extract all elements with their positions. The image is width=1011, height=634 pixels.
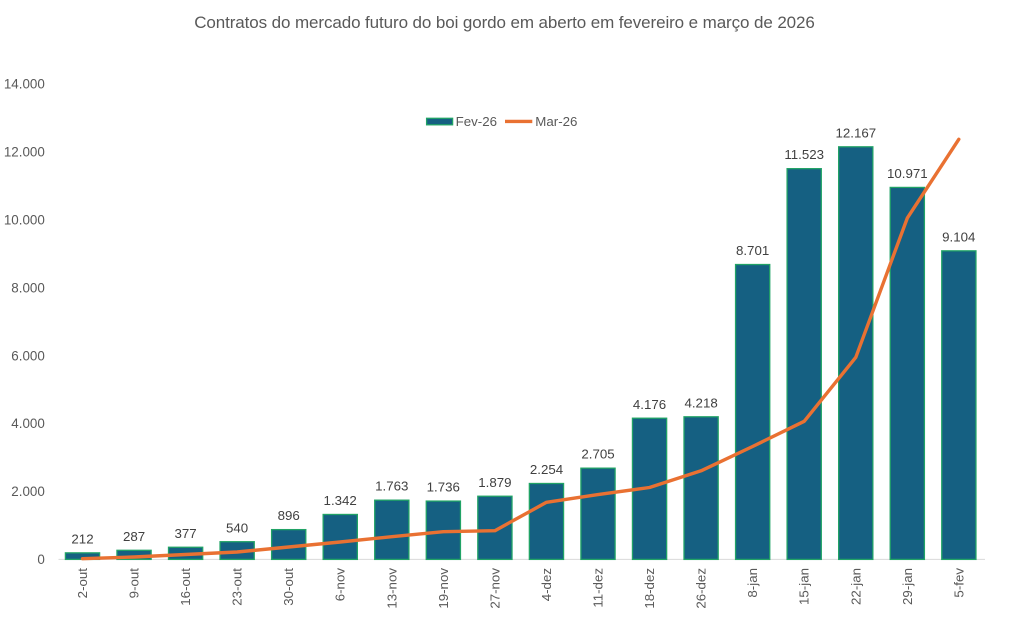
svg-text:Mar-26: Mar-26 xyxy=(535,114,577,129)
svg-text:4.176: 4.176 xyxy=(633,397,666,412)
svg-text:23-out: 23-out xyxy=(230,568,245,606)
svg-text:29-jan: 29-jan xyxy=(900,568,915,605)
svg-text:Contratos do mercado futuro do: Contratos do mercado futuro do boi gordo… xyxy=(194,13,815,32)
svg-text:15-jan: 15-jan xyxy=(797,568,812,605)
svg-text:2.254: 2.254 xyxy=(530,462,563,477)
svg-text:9.104: 9.104 xyxy=(942,229,975,244)
svg-text:12.000: 12.000 xyxy=(4,145,45,160)
svg-text:8.000: 8.000 xyxy=(11,280,45,295)
svg-text:1.342: 1.342 xyxy=(324,493,357,508)
svg-text:19-nov: 19-nov xyxy=(436,568,451,609)
svg-text:16-out: 16-out xyxy=(178,568,193,606)
svg-text:1.736: 1.736 xyxy=(427,480,460,495)
svg-text:27-nov: 27-nov xyxy=(487,568,502,609)
svg-text:6-nov: 6-nov xyxy=(333,568,348,602)
svg-text:8.701: 8.701 xyxy=(736,243,769,258)
svg-text:8-jan: 8-jan xyxy=(745,568,760,598)
svg-text:10.971: 10.971 xyxy=(887,166,928,181)
svg-text:4-dez: 4-dez xyxy=(539,568,554,601)
svg-text:1.879: 1.879 xyxy=(478,475,511,490)
svg-text:18-dez: 18-dez xyxy=(642,568,657,609)
svg-text:30-out: 30-out xyxy=(281,568,296,606)
svg-text:540: 540 xyxy=(226,520,248,535)
svg-text:896: 896 xyxy=(278,508,300,523)
svg-text:26-dez: 26-dez xyxy=(694,568,709,609)
svg-text:13-nov: 13-nov xyxy=(384,568,399,609)
svg-text:212: 212 xyxy=(71,531,93,546)
svg-text:9-out: 9-out xyxy=(127,568,142,599)
svg-text:5-fev: 5-fev xyxy=(951,568,966,598)
svg-text:14.000: 14.000 xyxy=(4,77,45,92)
svg-text:4.000: 4.000 xyxy=(11,416,45,431)
svg-text:10.000: 10.000 xyxy=(4,212,45,227)
svg-text:1.763: 1.763 xyxy=(375,479,408,494)
svg-text:2.000: 2.000 xyxy=(11,484,45,499)
svg-text:Fev-26: Fev-26 xyxy=(456,114,497,129)
svg-text:6.000: 6.000 xyxy=(11,348,45,363)
svg-text:22-jan: 22-jan xyxy=(848,568,863,605)
svg-text:12.167: 12.167 xyxy=(835,125,876,140)
svg-text:4.218: 4.218 xyxy=(684,395,717,410)
svg-text:287: 287 xyxy=(123,529,145,544)
svg-text:2.705: 2.705 xyxy=(581,447,614,462)
svg-text:2-out: 2-out xyxy=(75,568,90,599)
svg-text:377: 377 xyxy=(175,526,197,541)
svg-text:0: 0 xyxy=(37,552,44,567)
svg-text:11.523: 11.523 xyxy=(784,147,824,162)
svg-text:11-dez: 11-dez xyxy=(591,568,606,608)
